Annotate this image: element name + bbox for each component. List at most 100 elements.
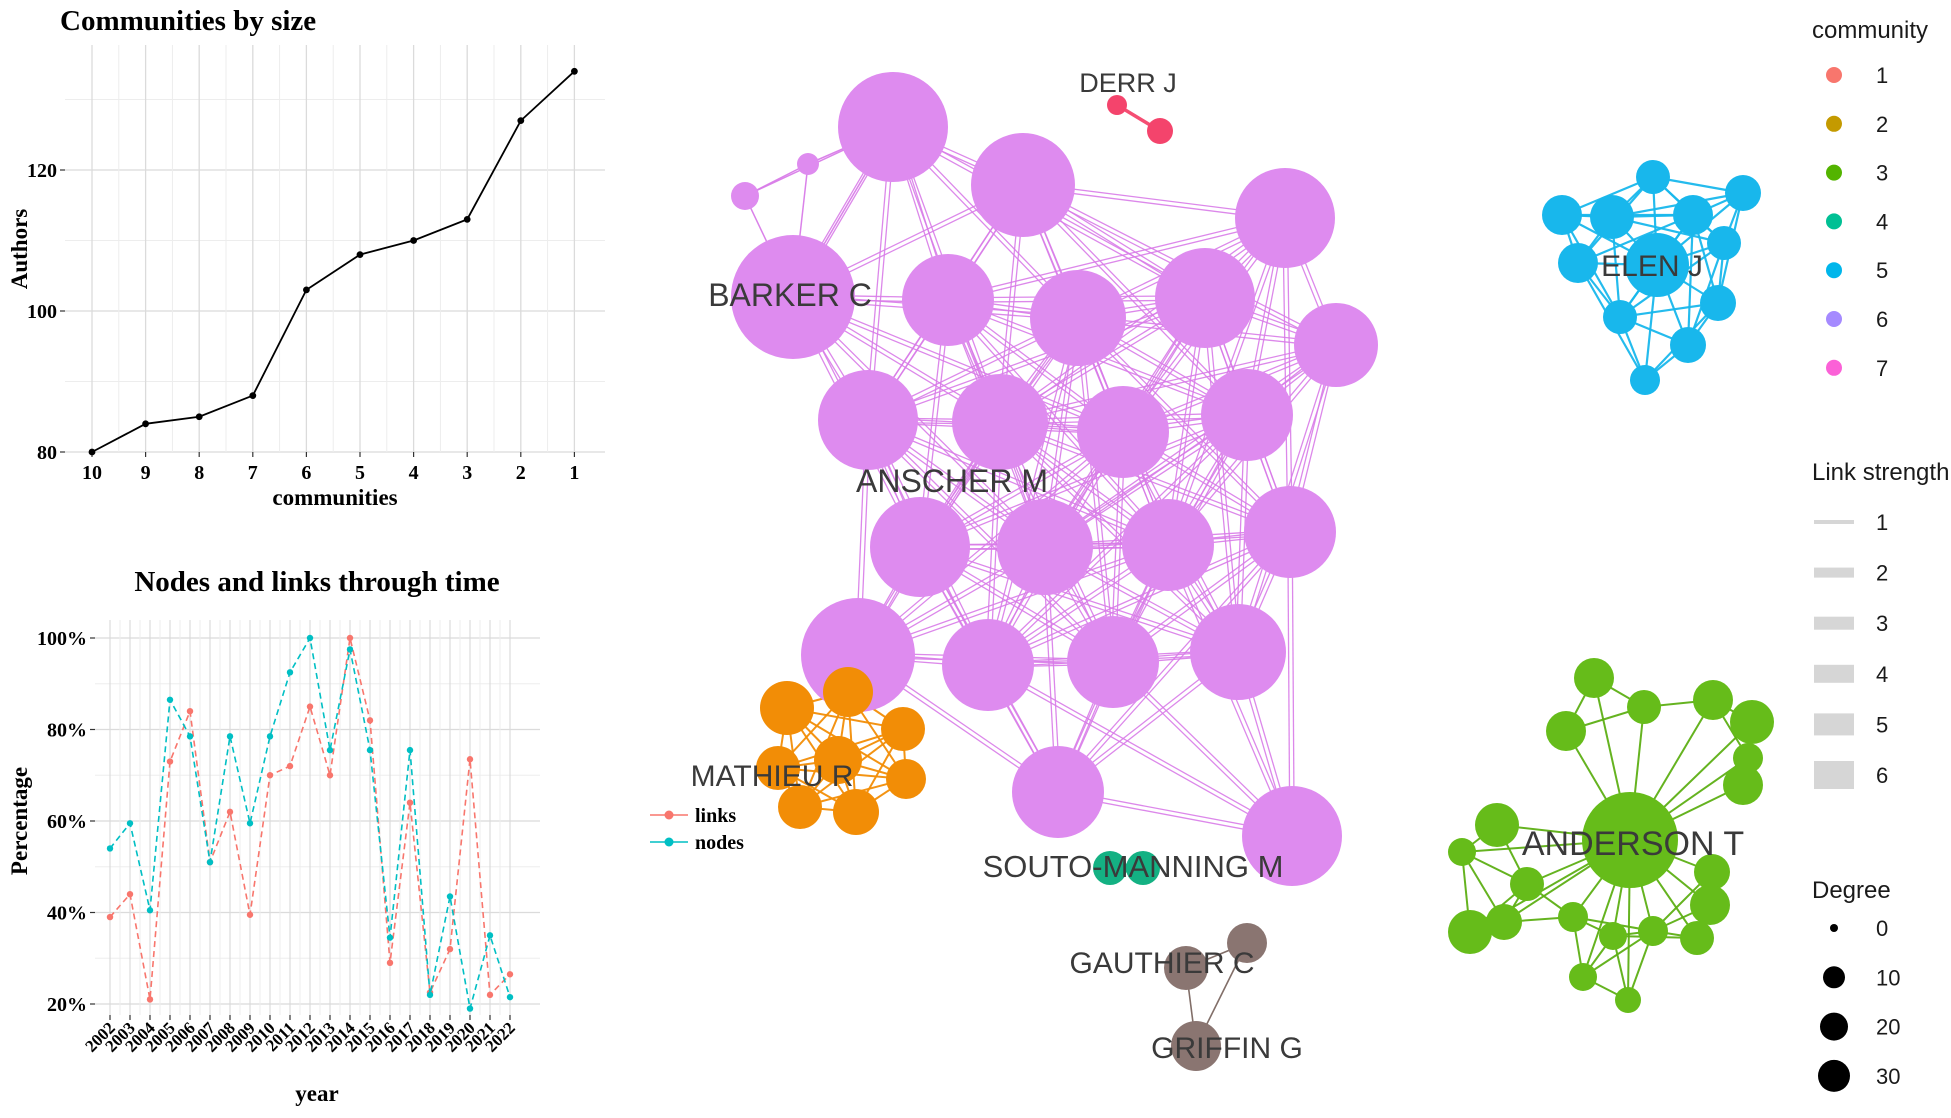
y-tick-label: 100% xyxy=(37,628,87,650)
network-node xyxy=(1294,303,1378,387)
network-node xyxy=(952,374,1048,470)
y-tick-label: 20% xyxy=(47,994,87,1016)
author-label: ELEN J xyxy=(1601,250,1703,283)
degree-legend-label: 10 xyxy=(1876,965,1900,990)
chart2-xlabel: year xyxy=(295,1081,338,1106)
coauthorship-network-graph: BARKER C ANSCHER M DERR J ELEN J MATHIEU R SO… xyxy=(691,68,1774,1071)
link-strength-legend-label: 5 xyxy=(1876,712,1888,737)
link-strength-legend-label: 4 xyxy=(1876,662,1888,687)
network-node xyxy=(1093,851,1127,885)
network-node xyxy=(1574,658,1614,698)
network-node xyxy=(1680,921,1714,955)
nodes-point xyxy=(206,858,214,866)
data-point xyxy=(88,448,96,456)
chart2-legend: links nodes xyxy=(650,805,744,854)
network-edge xyxy=(998,215,1285,421)
network-node xyxy=(1590,195,1634,239)
link-strength-2-swatch xyxy=(1814,567,1854,578)
author-label: GAUTHIER C xyxy=(1069,947,1254,980)
network-edge xyxy=(1055,530,1289,791)
network-node xyxy=(823,667,873,717)
nodes-point xyxy=(446,893,454,900)
network-node xyxy=(1244,486,1336,578)
network-node xyxy=(1599,922,1627,950)
network-node xyxy=(760,681,814,735)
network-node xyxy=(1638,916,1668,946)
network-node xyxy=(1558,243,1598,283)
community-legend-label: 6 xyxy=(1876,307,1888,332)
data-point xyxy=(356,251,364,258)
data-point xyxy=(517,117,525,125)
network-node xyxy=(1171,1021,1221,1071)
network-edge xyxy=(1000,346,1337,425)
network-edge xyxy=(988,533,1292,668)
degree-20-swatch xyxy=(1820,1012,1848,1041)
degree-legend-items: 0 10 20 30 xyxy=(1818,916,1900,1092)
chart1-title: Communities by size xyxy=(60,5,316,37)
network-node xyxy=(1235,168,1335,268)
network-node xyxy=(1625,233,1689,297)
nodes-point xyxy=(106,845,114,852)
network-node xyxy=(1030,270,1126,366)
degree-30-swatch xyxy=(1818,1059,1850,1092)
network-node xyxy=(1690,885,1730,925)
links-point xyxy=(106,913,114,921)
network-node xyxy=(1201,369,1293,461)
degree-0-swatch xyxy=(1830,924,1838,932)
data-point xyxy=(303,286,310,294)
chart2-series xyxy=(106,634,514,1012)
network-edge xyxy=(1287,532,1291,837)
network-node xyxy=(1147,118,1173,144)
network-node xyxy=(814,736,862,784)
network-node xyxy=(1448,838,1476,866)
link-strength-4-swatch xyxy=(1814,664,1854,683)
author-label: SOUTO-MANNING M xyxy=(983,849,1284,884)
network-node xyxy=(942,619,1034,711)
authors-line xyxy=(91,70,576,453)
nodes-point xyxy=(346,646,354,653)
links-point xyxy=(326,772,334,779)
links-point xyxy=(466,756,474,763)
links-point xyxy=(506,971,514,978)
network-edge xyxy=(1202,298,1237,653)
link-strength-legend-label: 2 xyxy=(1876,561,1888,586)
community-7-swatch xyxy=(1826,359,1842,376)
links-point xyxy=(306,703,314,710)
network-edge xyxy=(986,666,1292,839)
network-node xyxy=(1242,786,1342,886)
x-tick-label: 7 xyxy=(248,462,258,484)
x-tick-label: 8 xyxy=(194,462,204,484)
network-node xyxy=(902,254,994,346)
network-node xyxy=(1693,680,1733,720)
links-line xyxy=(109,637,511,1000)
author-label: MATHIEU R xyxy=(691,760,854,793)
community-legend-label: 4 xyxy=(1876,209,1888,234)
links-point xyxy=(446,945,454,953)
legend-key-point xyxy=(664,810,674,820)
network-node xyxy=(1510,867,1544,901)
network-node xyxy=(1012,746,1104,838)
network-node xyxy=(818,370,918,470)
y-tick-label: 60% xyxy=(47,811,87,833)
data-point xyxy=(142,420,150,428)
network-edge xyxy=(867,295,1205,419)
community-legend-label: 3 xyxy=(1876,161,1888,186)
network-node xyxy=(1723,765,1763,805)
community-5-swatch xyxy=(1826,262,1842,279)
links-point xyxy=(246,911,254,918)
chart2-axes: 20%40%60%80%100%200220032004200520062007… xyxy=(37,628,519,1056)
degree-legend-label: 0 xyxy=(1876,916,1888,941)
network-node xyxy=(731,235,855,359)
network-node xyxy=(1542,195,1582,235)
nodes-point xyxy=(506,993,514,1001)
link-strength-3-swatch xyxy=(1814,616,1854,630)
nodes-point xyxy=(426,991,434,999)
y-tick-label: 120 xyxy=(27,160,57,182)
network-node xyxy=(1448,910,1492,954)
network-node xyxy=(1486,904,1522,940)
network-edge xyxy=(948,219,1286,303)
network-node xyxy=(1707,226,1741,260)
network-node xyxy=(1558,902,1588,932)
data-point xyxy=(571,67,578,75)
